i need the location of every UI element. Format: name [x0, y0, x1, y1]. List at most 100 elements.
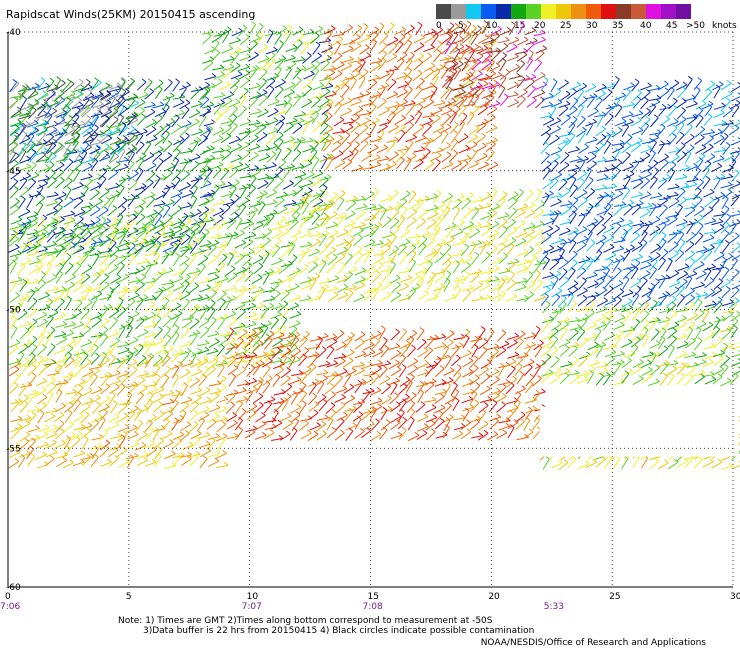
wind-barb-flag	[502, 191, 508, 195]
wind-barb	[222, 32, 230, 44]
wind-barb	[658, 142, 671, 146]
wind-barb	[199, 309, 207, 320]
wind-barb-flag	[664, 159, 669, 163]
wind-barb-flag	[43, 125, 48, 130]
wind-barb	[657, 106, 667, 117]
wind-barb	[675, 176, 688, 181]
wind-barb-flag	[102, 225, 107, 230]
wind-barb-flag	[241, 272, 246, 276]
wind-barb	[143, 284, 155, 292]
wind-barb	[256, 218, 268, 224]
wind-barb	[319, 246, 329, 256]
wind-barb	[369, 41, 378, 53]
wind-barb-flag	[139, 205, 144, 210]
wind-barb-flag	[519, 188, 524, 193]
wind-barb	[172, 242, 182, 252]
wind-barb	[188, 285, 200, 294]
wind-barb	[558, 142, 568, 153]
wind-barb-flag	[79, 215, 84, 220]
wind-barb	[117, 143, 127, 153]
wind-barb-flag	[41, 252, 47, 257]
wind-barb	[704, 220, 717, 225]
wind-barb-flag	[637, 241, 643, 246]
wind-barb	[340, 65, 352, 72]
wind-barb	[350, 134, 360, 145]
wind-barb-flag	[221, 290, 227, 294]
wind-barb	[239, 80, 250, 89]
wind-barb	[155, 193, 167, 201]
wind-barb	[319, 176, 332, 181]
wind-barb	[45, 220, 56, 229]
wind-barb-flag	[79, 101, 84, 106]
wind-barb	[53, 135, 64, 144]
wind-barb	[238, 130, 251, 135]
wind-barb	[433, 127, 445, 134]
wind-barb	[702, 178, 711, 190]
wind-barb	[217, 319, 226, 330]
wind-barb-flag	[161, 344, 167, 349]
wind-barb	[319, 99, 330, 108]
wind-barb	[523, 237, 534, 247]
wind-barb	[44, 115, 53, 126]
wind-barb	[44, 334, 52, 346]
wind-barb	[350, 124, 361, 134]
wind-barb-flag	[17, 109, 22, 114]
wind-barb	[73, 109, 83, 119]
wind-barb-flag	[539, 49, 545, 54]
wind-barb-flag	[326, 153, 332, 158]
wind-barb	[253, 265, 264, 275]
wind-barb	[396, 159, 405, 170]
wind-barb	[481, 84, 494, 90]
wind-barb-flag	[220, 343, 225, 348]
wind-barb-flag	[147, 261, 152, 266]
wind-barb	[83, 95, 95, 102]
colorbar-swatch	[496, 4, 511, 19]
wind-barb-flag	[150, 215, 156, 220]
wind-barb	[266, 145, 278, 152]
wind-barb-flag	[382, 42, 388, 46]
wind-barb	[289, 270, 301, 277]
wind-barb-flag	[198, 294, 203, 299]
wind-barb	[506, 46, 518, 53]
wind-barb-flag	[34, 98, 39, 103]
wind-barb	[703, 251, 713, 261]
wind-barb	[27, 85, 40, 91]
wind-barb	[414, 113, 423, 124]
wind-barb	[207, 257, 218, 266]
wind-barb	[27, 181, 37, 192]
colorbar-label: 40	[640, 21, 652, 31]
wind-barb-flag	[359, 92, 364, 97]
wind-barb	[172, 151, 181, 162]
wind-barb	[302, 123, 310, 135]
wind-barb	[450, 34, 459, 45]
wind-barb-flag	[448, 160, 454, 165]
wind-barb	[363, 193, 375, 202]
wind-barb-flag	[22, 87, 27, 92]
wind-barb	[713, 281, 724, 290]
wind-barb-flag	[478, 70, 483, 75]
wind-barb-flag	[394, 151, 399, 155]
wind-barb-flag	[220, 99, 225, 104]
wind-barb	[45, 202, 58, 207]
wind-barb-flag	[338, 134, 344, 139]
wind-barb-flag	[94, 147, 99, 152]
wind-barb	[476, 124, 487, 133]
wind-barb-flag	[151, 321, 157, 325]
wind-barb-flag	[569, 292, 574, 297]
wind-barb-flag	[189, 211, 195, 216]
wind-barb-flag	[689, 144, 695, 149]
wind-barb-flag	[299, 117, 305, 122]
wind-barb-flag	[106, 218, 112, 222]
wind-barb	[83, 180, 93, 190]
wind-barb	[426, 221, 437, 230]
wind-barb-flag	[664, 87, 670, 92]
wind-barb	[686, 165, 698, 172]
wind-barb	[630, 268, 639, 280]
wind-barb	[230, 207, 241, 216]
wind-barb	[89, 208, 101, 217]
wind-barb	[109, 130, 121, 137]
wind-barb-flag	[393, 105, 398, 110]
wind-barb-flag	[474, 206, 479, 211]
wind-barb	[224, 299, 232, 310]
wind-barb-flag	[155, 307, 161, 312]
